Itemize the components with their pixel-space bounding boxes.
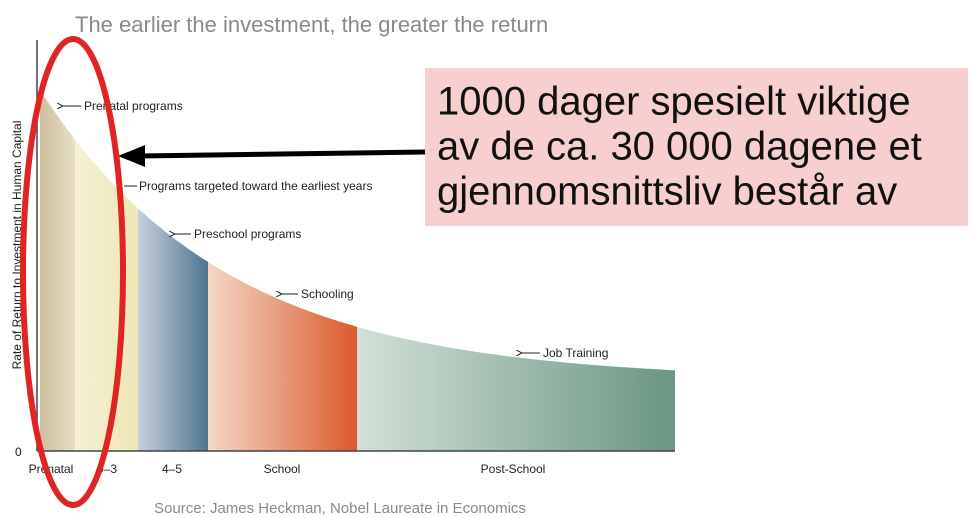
callout-line: 1000 dager spesielt viktige <box>437 80 911 124</box>
highlight-ellipse <box>20 36 126 508</box>
curve-label: Programs targeted toward the earliest ye… <box>139 179 372 193</box>
category-label: Post-School <box>481 462 546 476</box>
category-label: Prenatal <box>29 462 74 476</box>
callout-line: av de ca. 30 000 dagene et <box>437 125 922 169</box>
curve-segment <box>40 90 75 451</box>
curve-label: Schooling <box>301 287 354 301</box>
source: Source: James Heckman, Nobel Laureate in… <box>154 500 526 517</box>
callout-box <box>425 68 968 226</box>
category-label: School <box>264 462 301 476</box>
curve-segment <box>138 208 208 451</box>
y-origin-label: 0 <box>15 445 22 459</box>
category-label: 4–5 <box>162 462 182 476</box>
label-arrows <box>62 106 540 353</box>
curve-segment <box>208 261 357 451</box>
callout-line: gjennomsnittsliv består av <box>437 170 897 214</box>
curve-label: Preschool programs <box>194 227 301 241</box>
callout-arrow <box>139 149 426 159</box>
callout-arrow-head <box>118 145 145 167</box>
curve-label: Job Training <box>543 346 608 360</box>
chart-title: The earlier the investment, the greater … <box>75 12 548 37</box>
curve-label: Prenatal programs <box>84 99 183 113</box>
curve-segment <box>357 326 675 451</box>
